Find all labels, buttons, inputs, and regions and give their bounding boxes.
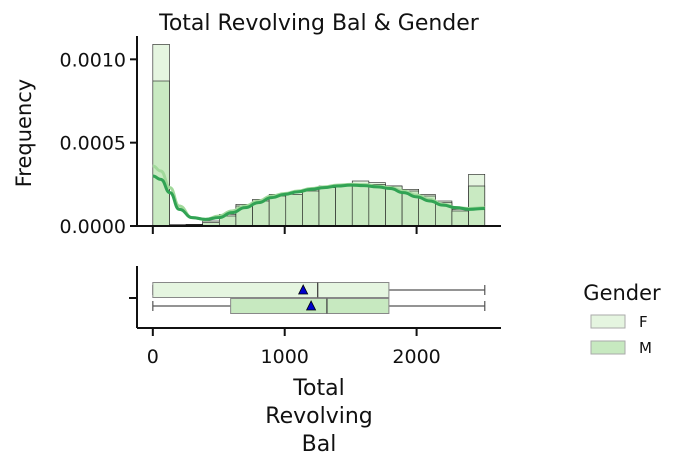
kde-line-M (152, 174, 485, 221)
x-tick-label: 2000 (392, 346, 440, 368)
bar (285, 194, 303, 227)
legend: Gender FM (583, 281, 661, 357)
x-axis-label: Total Revolving Bal (265, 376, 372, 457)
x-tick-label: 1000 (261, 346, 309, 368)
histogram-panel: 0.0000 0.0005 0.0010 (60, 36, 501, 238)
bar (268, 195, 287, 227)
bar (351, 184, 370, 227)
y-tick-label: 0.0010 (60, 49, 126, 71)
x-label-line: Total (292, 376, 344, 401)
bar (368, 184, 386, 227)
bar (468, 185, 486, 227)
chart-title: Total Revolving Bal & Gender (158, 11, 480, 36)
bar (302, 190, 320, 227)
mean-marker (305, 300, 317, 311)
mean-marker (298, 284, 309, 295)
y-tick-label: 0.0000 (60, 216, 126, 238)
bar (318, 187, 336, 227)
x-label-line: Bal (302, 432, 337, 457)
bar (335, 185, 353, 227)
legend-swatch-F (590, 314, 626, 329)
box-F (152, 282, 486, 298)
x-tick-label: 0 (147, 346, 159, 368)
y-axis-label: Frequency (12, 79, 36, 188)
y-tick-label: 0.0005 (60, 133, 126, 155)
bars-M (152, 80, 486, 227)
box-M (152, 298, 486, 314)
bar (152, 80, 170, 227)
legend-label-M: M (639, 339, 652, 357)
x-label-line: Revolving (265, 404, 372, 429)
bar (451, 210, 469, 227)
box-iqr (152, 282, 390, 298)
boxplot-panel: 0 1000 2000 (129, 266, 501, 368)
legend-swatch-M (590, 340, 626, 355)
legend-title: Gender (583, 281, 661, 305)
legend-label-F: F (639, 313, 648, 331)
